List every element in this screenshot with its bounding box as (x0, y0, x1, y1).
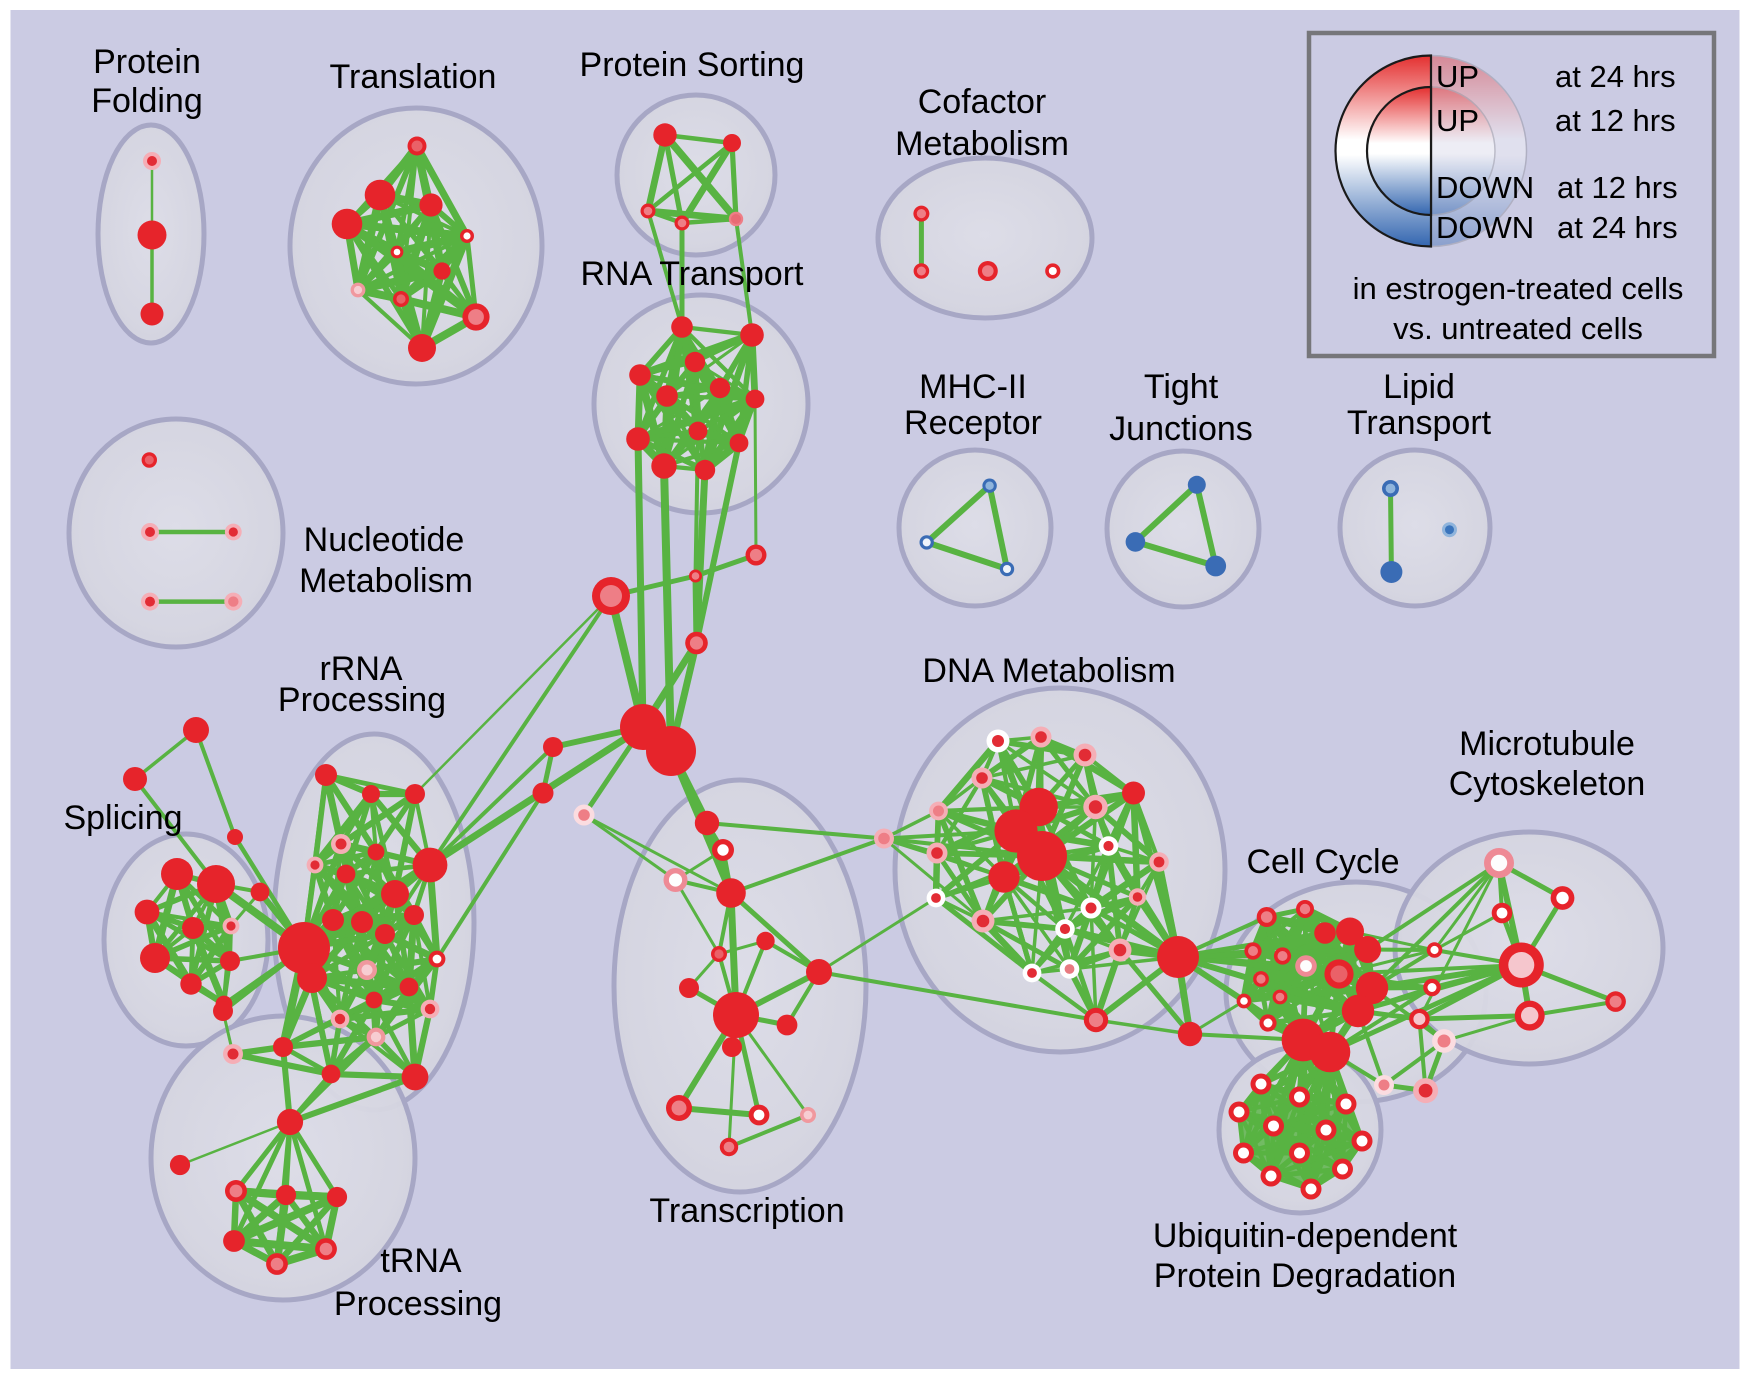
svg-text:tRNA: tRNA (380, 1242, 462, 1280)
svg-text:Protein Sorting: Protein Sorting (580, 46, 805, 84)
svg-text:Microtubule: Microtubule (1459, 725, 1635, 763)
svg-text:Nucleotide: Nucleotide (304, 521, 465, 559)
svg-text:DOWN: DOWN (1436, 210, 1534, 245)
svg-text:Translation: Translation (330, 58, 497, 96)
svg-text:rRNA: rRNA (319, 650, 402, 688)
svg-text:Tight: Tight (1144, 368, 1219, 406)
svg-text:at 24 hrs: at 24 hrs (1557, 210, 1678, 245)
svg-text:in estrogen-treated cells: in estrogen-treated cells (1353, 271, 1684, 306)
svg-text:at 12 hrs: at 12 hrs (1557, 170, 1678, 205)
svg-text:Processing: Processing (278, 681, 446, 719)
svg-text:Protein Degradation: Protein Degradation (1154, 1257, 1456, 1295)
svg-text:Receptor: Receptor (904, 404, 1042, 442)
svg-text:RNA Transport: RNA Transport (581, 255, 805, 293)
svg-text:DOWN: DOWN (1436, 170, 1534, 205)
svg-text:Cofactor: Cofactor (918, 83, 1047, 121)
svg-text:Splicing: Splicing (63, 799, 182, 837)
svg-text:Lipid: Lipid (1383, 368, 1455, 406)
svg-text:Folding: Folding (91, 82, 203, 120)
svg-text:Protein: Protein (93, 43, 201, 81)
svg-text:Metabolism: Metabolism (299, 562, 473, 600)
svg-text:UP: UP (1436, 59, 1479, 94)
svg-text:Metabolism: Metabolism (895, 125, 1069, 163)
svg-text:UP: UP (1436, 103, 1479, 138)
svg-text:Processing: Processing (334, 1285, 502, 1323)
svg-text:vs. untreated cells: vs. untreated cells (1393, 311, 1643, 346)
svg-text:Ubiquitin-dependent: Ubiquitin-dependent (1153, 1217, 1458, 1255)
svg-text:at 24 hrs: at 24 hrs (1555, 59, 1676, 94)
svg-text:DNA Metabolism: DNA Metabolism (922, 652, 1175, 690)
svg-text:Cytoskeleton: Cytoskeleton (1449, 765, 1646, 803)
svg-text:Transcription: Transcription (649, 1192, 844, 1230)
svg-text:Junctions: Junctions (1109, 410, 1253, 448)
svg-text:Transport: Transport (1347, 404, 1492, 442)
svg-text:Cell Cycle: Cell Cycle (1246, 843, 1399, 881)
svg-text:MHC-II: MHC-II (919, 368, 1027, 406)
svg-text:at 12 hrs: at 12 hrs (1555, 103, 1676, 138)
